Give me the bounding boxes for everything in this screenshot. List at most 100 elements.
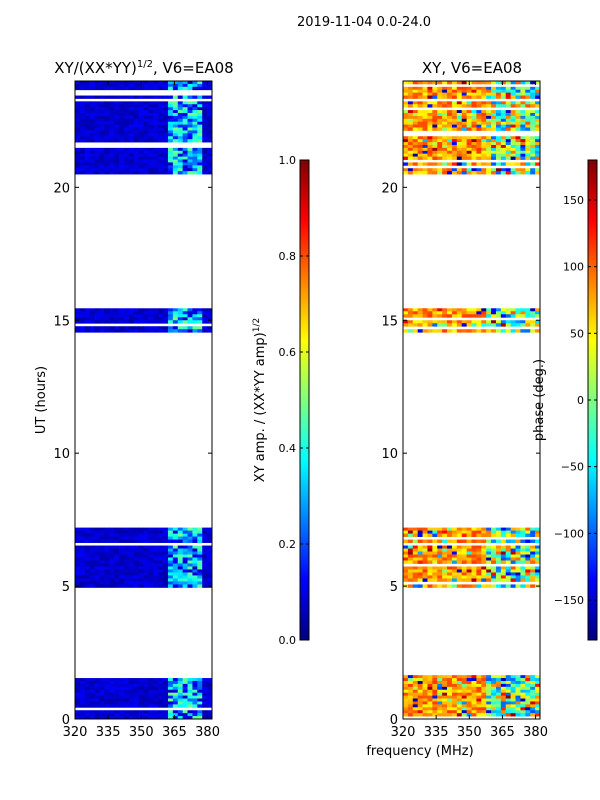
heatmap-cell xyxy=(481,156,487,160)
heatmap-cell xyxy=(461,147,467,152)
heatmap-cell xyxy=(84,683,91,688)
heatmap-cell xyxy=(84,695,91,699)
heatmap-cell xyxy=(505,713,512,717)
heatmap-cell xyxy=(143,572,149,576)
heatmap-cell xyxy=(84,159,91,163)
heatmap-cell xyxy=(403,678,409,682)
heatmap-cell xyxy=(427,308,433,312)
heatmap-cell xyxy=(119,81,125,85)
heatmap-cell xyxy=(138,311,144,315)
heatmap-cell xyxy=(143,127,149,131)
heatmap-cell xyxy=(471,308,477,312)
heatmap-cell xyxy=(75,139,81,143)
heatmap-cell xyxy=(177,139,184,143)
heatmap-cell xyxy=(505,124,512,128)
heatmap-cell xyxy=(476,150,482,155)
heatmap-cell xyxy=(432,162,438,166)
heatmap-cell xyxy=(510,572,516,576)
heatmap-cell xyxy=(515,704,521,708)
heatmap-cell xyxy=(427,101,433,105)
heatmap-cell xyxy=(143,554,149,558)
heatmap-cell xyxy=(510,320,516,324)
heatmap-cell xyxy=(197,710,203,714)
heatmap-cell xyxy=(486,110,492,114)
heatmap-cell xyxy=(143,121,149,126)
heatmap-cell xyxy=(128,101,135,105)
heatmap-cell xyxy=(84,678,91,682)
heatmap-cell xyxy=(138,171,144,175)
heatmap-cell xyxy=(197,545,203,549)
heatmap-cell xyxy=(481,713,487,717)
heatmap-cell xyxy=(192,136,198,140)
heatmap-cell xyxy=(163,551,169,555)
heatmap-cell xyxy=(535,675,541,679)
heatmap-cell xyxy=(422,139,428,143)
heatmap-cell xyxy=(123,560,130,564)
heatmap-cell xyxy=(109,112,115,117)
heatmap-cell xyxy=(456,548,463,552)
heatmap-cell xyxy=(163,118,169,123)
heatmap-cell xyxy=(177,124,184,128)
heatmap-cell xyxy=(451,89,458,94)
heatmap-cell xyxy=(187,133,193,137)
heatmap-cell xyxy=(202,326,208,330)
heatmap-cell xyxy=(535,150,541,155)
heatmap-cell xyxy=(99,572,105,576)
heatmap-cell xyxy=(486,557,492,561)
heatmap-cell xyxy=(133,678,139,682)
heatmap-cell xyxy=(515,678,521,682)
heatmap-cell xyxy=(163,115,169,120)
heatmap-cell xyxy=(109,578,115,582)
heatmap-cell xyxy=(451,533,458,537)
heatmap-cell xyxy=(202,136,208,140)
heatmap-cell xyxy=(75,320,81,324)
heatmap-cell xyxy=(461,95,467,99)
heatmap-cell xyxy=(495,533,502,537)
heatmap-cell xyxy=(202,716,208,720)
heatmap-cell xyxy=(197,115,203,120)
heatmap-cell xyxy=(84,533,91,537)
heatmap-cell xyxy=(119,320,125,324)
heatmap-cell xyxy=(143,101,149,105)
heatmap-cell xyxy=(114,165,120,169)
heatmap-cell xyxy=(437,162,443,166)
heatmap-cell xyxy=(182,127,188,131)
heatmap-cell xyxy=(94,584,100,588)
heatmap-cell xyxy=(172,81,179,85)
heatmap-cell xyxy=(99,136,105,140)
heatmap-cell xyxy=(104,545,110,549)
heatmap-cell xyxy=(123,536,130,540)
heatmap-cell xyxy=(466,104,472,108)
heatmap-cell xyxy=(207,121,213,126)
heatmap-cell xyxy=(510,86,516,91)
heatmap-cell xyxy=(109,698,115,702)
heatmap-cell xyxy=(128,545,135,549)
heatmap-cell xyxy=(403,156,409,160)
heatmap-cell xyxy=(427,89,433,94)
heatmap-cell xyxy=(94,701,100,705)
heatmap-cell xyxy=(437,704,443,708)
heatmap-cell xyxy=(525,686,531,691)
heatmap-cell xyxy=(192,678,198,682)
heatmap-cell xyxy=(505,89,512,94)
heatmap-cell xyxy=(94,115,100,120)
heatmap-cell xyxy=(75,308,81,312)
heatmap-cell xyxy=(432,578,438,582)
heatmap-cell xyxy=(143,695,149,699)
heatmap-cell xyxy=(442,692,448,696)
heatmap-cell xyxy=(123,557,130,561)
heatmap-cell xyxy=(197,554,203,558)
heatmap-cell xyxy=(177,530,184,534)
heatmap-cell xyxy=(520,308,526,312)
heatmap-cell xyxy=(505,675,512,679)
heatmap-cell xyxy=(114,136,120,140)
heatmap-cell xyxy=(447,584,453,588)
heatmap-cell xyxy=(456,578,463,582)
x-tick-label: 350 xyxy=(129,725,154,740)
heatmap-cell xyxy=(192,527,198,531)
heatmap-cell xyxy=(476,314,482,318)
heatmap-cell xyxy=(177,171,184,175)
heatmap-cell xyxy=(109,121,115,126)
heatmap-cell xyxy=(99,689,105,694)
heatmap-cell xyxy=(119,110,125,114)
